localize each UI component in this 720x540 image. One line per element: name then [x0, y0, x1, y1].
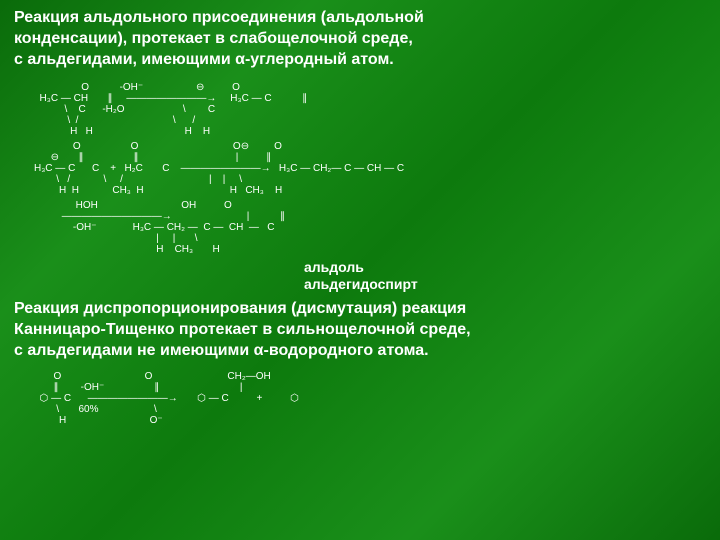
reaction-scheme-4: O O CH₂—OH ∥ -OH⁻ ∥ | ⬡ — C ————————→ ⬡ …: [34, 371, 706, 426]
reaction-scheme-3: HOH OH O ——————————→ | ∥ -OH⁻ H₃C — CH₂ …: [34, 200, 706, 255]
heading-aldol-line2: конденсации), протекает в слабощелочной …: [14, 30, 413, 47]
product-label-aldol: альдоль: [304, 259, 706, 276]
reaction-scheme-2: O O O⊖ O ⊖ ∥ ∥ | ∥ H₃C — C C + H₂C C ———…: [34, 141, 706, 196]
heading-cannizzaro-line2: Канницаро-Тищенко протекает в сильнощело…: [14, 321, 471, 338]
heading-cannizzaro-line3: с альдегидами не имеющими α-водородного …: [14, 342, 429, 359]
heading-cannizzaro-line1: Реакция диспропорционирования (дисмутаци…: [14, 300, 466, 317]
heading-cannizzaro: Реакция диспропорционирования (дисмутаци…: [14, 299, 706, 361]
product-label-aldehydospirt: альдегидоспирт: [304, 276, 706, 293]
heading-aldol-line3: с альдегидами, имеющими α-углеродный ато…: [14, 51, 394, 68]
heading-aldol: Реакция альдольного присоединения (альдо…: [14, 8, 706, 70]
heading-aldol-line1: Реакция альдольного присоединения (альдо…: [14, 9, 424, 26]
reaction-scheme-1: O -OH⁻ ⊖ O H₃C — CH ∥ ————————→ H₃C — C …: [34, 82, 706, 137]
